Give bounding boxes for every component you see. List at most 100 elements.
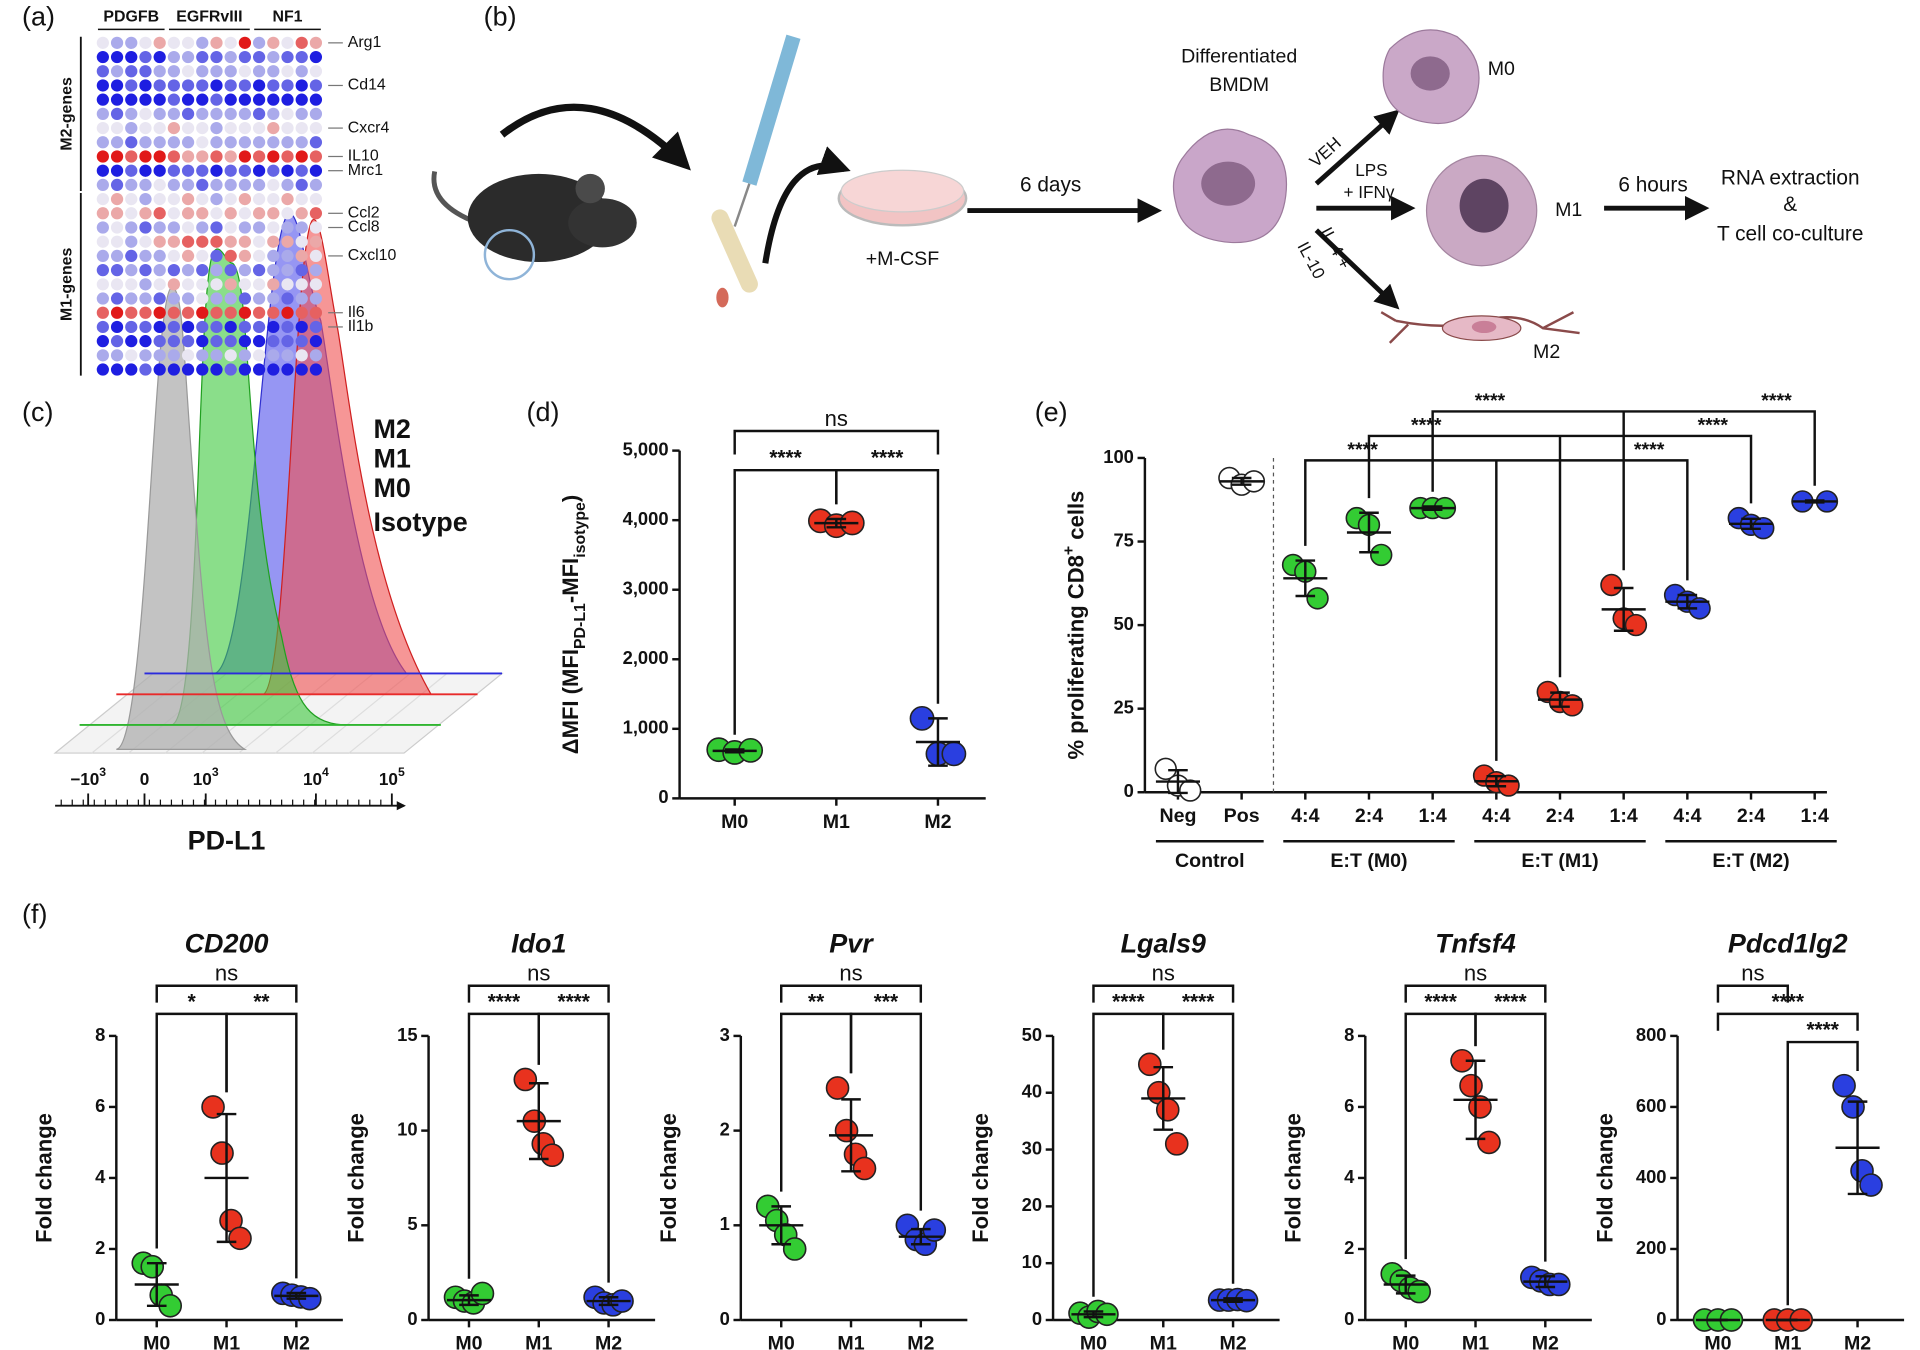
heatmap-cell [139,363,152,376]
heatmap-cell [238,221,252,234]
y-axis-label: Fold change [656,1113,681,1243]
heatmap-cell [224,292,237,305]
x-tick-label: M1 [823,811,850,833]
chart-title: Lgals9 [1121,928,1206,958]
heatmap-cell [110,65,124,78]
heatmap-cell [267,207,280,220]
heatmap-cell [267,292,280,305]
heatmap-cell [153,164,166,177]
heatmap-cell [295,36,308,49]
tick-base: −10 [70,769,99,789]
heatmap-cell [224,150,237,163]
heatmap-cell [139,164,152,177]
x-tick-label: M2 [595,1333,622,1350]
heatmap-cell [252,363,266,376]
heatmap-cell [210,107,223,120]
heatmap-cell [267,93,280,106]
heatmap-cell [181,136,195,149]
heatmap-cell [181,235,195,248]
y-label-part: cells [1063,491,1088,546]
heatmap-cell [110,136,124,149]
y-label-part: Fold change [656,1113,681,1243]
x-tick-label: M1 [1150,1333,1177,1350]
heatmap-cell [267,164,280,177]
heatmap-cell [252,150,266,163]
data-point [1137,1052,1162,1077]
significance-label: **** [1475,390,1506,412]
heatmap-cell [96,107,109,120]
heatmap-cell [224,235,237,248]
y-tick-label: 2 [95,1237,105,1258]
heatmap-cell [267,36,280,49]
heatmap-cell [238,335,252,348]
heatmap-cell [125,221,138,234]
heatmap-cell [281,150,294,163]
heatmap-cell [210,207,223,220]
y-tick-label: 800 [1636,1024,1667,1045]
heatmap-cell [224,136,237,149]
heatmap-cell [238,235,252,248]
heatmap-cell [125,121,138,135]
heatmap-cell [181,278,195,291]
heatmap-cell [139,235,152,248]
tick-base: 10 [193,769,212,789]
heatmap-cell [125,107,138,120]
heatmap-cell [238,136,252,149]
heatmap-cell [153,363,166,376]
significance-bracket [780,984,923,1003]
y-tick-label: 3,000 [623,578,669,599]
heatmap-cell [224,264,237,277]
heatmap-cell [125,292,138,305]
cell-label: M2 [1533,341,1560,363]
heatmap-cell [167,150,180,163]
syringe [742,34,801,186]
heatmap-cell [181,164,195,177]
tick-base: 0 [140,769,150,789]
heatmap-cell [238,36,252,49]
heatmap-cell [295,164,308,177]
heatmap-cell [210,278,223,291]
heatmap-cell [295,349,308,362]
heatmap-cell [167,349,180,362]
heatmap-cell [309,320,323,334]
data-point [1832,1073,1856,1098]
heatmap-cell [281,320,294,334]
x-tick-label: Neg [1159,805,1196,827]
heatmap-cell [224,164,237,177]
arrow [1314,228,1400,310]
heatmap-cell [196,192,209,206]
heatmap-cell [281,79,294,92]
heatmap-cell [181,65,195,78]
y-tick-label: 3 [720,1024,730,1045]
heatmap-cell [252,121,266,135]
legend-label: Isotype [373,507,467,537]
data-point [1306,587,1329,610]
heatmap-cell [295,363,308,376]
y-axis-label: Fold change [968,1113,993,1243]
heatmap-cell [210,249,223,263]
heatmap-cell [181,221,195,234]
heatmap-cell [196,278,209,291]
heatmap-cell [295,121,308,135]
x-tick-label: 1:4 [1610,805,1638,827]
chart-title: Pvr [829,928,874,958]
significance-bracket [1304,459,1689,761]
y-tick-label: 2 [720,1118,730,1139]
data-point [1546,1272,1571,1297]
heatmap-cell [153,79,166,92]
y-tick-label: 10 [397,1118,417,1139]
heatmap-cell [167,93,180,106]
heatmap-cell [167,65,180,78]
y-tick-label: 4 [95,1166,106,1187]
heatmap-cell [281,121,294,135]
nucleus [1410,56,1450,91]
heatmap-cell [267,235,280,248]
y-label-part: ) [558,495,583,502]
heatmap-cell [210,36,223,49]
heatmap-cell [139,292,152,305]
tick-label: 105 [379,765,405,788]
heatmap-cell [96,249,109,263]
column-group-label: EGFRvIII [176,8,242,25]
heatmap-cell [224,79,237,92]
heatmap-cell [238,121,252,135]
